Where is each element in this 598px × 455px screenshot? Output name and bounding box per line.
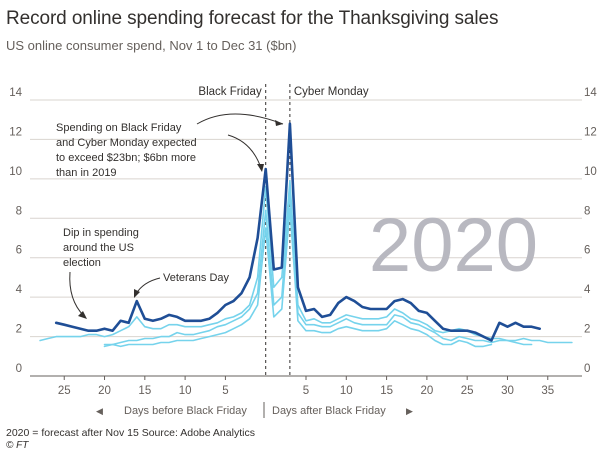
x-tick-label: 15: [380, 385, 393, 397]
right-arrow-icon: ▶: [406, 406, 413, 416]
event-marker-label: Black Friday: [198, 86, 262, 98]
annotation-text: Veterans Day: [163, 272, 230, 284]
y-tick-label: 10: [584, 166, 597, 178]
x-tick-label: 25: [461, 385, 474, 397]
x-tick-label: 10: [340, 385, 353, 397]
y-axis-right: 0 2 4 6 8 10 12 14: [584, 87, 597, 375]
chart-title: Record online spending forecast for the …: [6, 8, 499, 29]
series-line-2017: [103, 207, 493, 348]
annotation-arrow: [135, 277, 161, 295]
y-tick-label: 6: [16, 245, 22, 257]
x-tick-label: 20: [420, 385, 433, 397]
y-tick-label: 14: [9, 87, 22, 99]
annotation-arrow: [227, 134, 262, 169]
annotation-arrow: [69, 271, 85, 317]
y-tick-label: 4: [584, 284, 591, 296]
y-tick-label: 10: [9, 166, 22, 178]
annotation-text: Spending on Black Friday and Cyber Monda…: [56, 122, 200, 179]
y-tick-label: 0: [584, 363, 590, 375]
x-tick-label: 25: [58, 385, 71, 397]
y-tick-label: 8: [16, 205, 22, 217]
y-tick-label: 12: [9, 126, 22, 138]
ft-credit: © FT: [6, 440, 29, 451]
y-tick-label: 0: [16, 363, 22, 375]
y-tick-label: 8: [584, 205, 590, 217]
event-marker-label: Cyber Monday: [294, 86, 369, 98]
x-tick-label: 5: [303, 385, 309, 397]
y-tick-label: 6: [584, 245, 590, 257]
x-axis: 25 20 15 10 5 5 10 15 20 25 30 35: [58, 376, 554, 397]
y-tick-label: 12: [584, 126, 597, 138]
annotation-text: Dip in spending around the US election: [63, 227, 142, 269]
arrowhead-icon: [275, 120, 283, 126]
x-tick-label: 15: [138, 385, 151, 397]
x-axis-direction-labels: ◀ Days before Black Friday Days after Bl…: [96, 402, 413, 418]
annotation-line: Veterans Day: [163, 272, 230, 284]
y-tick-label: 14: [584, 87, 597, 99]
y-tick-label: 2: [16, 324, 22, 336]
left-arrow-icon: ◀: [96, 406, 103, 416]
annotation-line: and Cyber Monday expected: [56, 137, 197, 149]
arrowhead-icon: [134, 289, 140, 298]
footnote-source: 2020 = forecast after Nov 15 Source: Ado…: [6, 427, 255, 439]
annotation-arrow: [196, 113, 284, 125]
gridlines: [30, 99, 582, 377]
y-tick-label: 2: [584, 324, 590, 336]
x-tick-label: 5: [222, 385, 228, 397]
series-line-2020: [54, 122, 541, 342]
x-tick-label: 30: [501, 385, 514, 397]
arrowhead-icon: [78, 311, 87, 319]
series-lines: [39, 122, 573, 348]
annotation-line: around the US: [63, 242, 134, 254]
watermark-year: 2020: [369, 203, 538, 288]
annotation-line: election: [63, 257, 101, 269]
y-tick-label: 4: [16, 284, 23, 296]
x-tick-label: 10: [179, 385, 192, 397]
arrowhead-icon: [257, 164, 264, 172]
y-axis-left: 0 2 4 6 8 10 12 14: [9, 87, 22, 375]
annotation-line: to exceed $23bn; $6bn more: [56, 152, 196, 164]
annotation-line: Spending on Black Friday: [56, 122, 182, 134]
x-tick-label: 20: [98, 385, 111, 397]
annotation-line: Dip in spending: [63, 227, 139, 239]
annotation-line: than in 2019: [56, 167, 117, 179]
x-tick-label: 35: [541, 385, 554, 397]
series-line-2018: [103, 191, 533, 346]
annotation-black-friday: Spending on Black Friday and Cyber Monda…: [56, 113, 284, 179]
annotation-election: Dip in spending around the US election: [63, 227, 142, 319]
xlabel-after: Days after Black Friday: [272, 405, 386, 417]
xlabel-before: Days before Black Friday: [124, 405, 247, 417]
chart-subtitle: US online consumer spend, Nov 1 to Dec 3…: [6, 38, 297, 53]
annotation-veterans-day: Veterans Day: [134, 272, 230, 298]
